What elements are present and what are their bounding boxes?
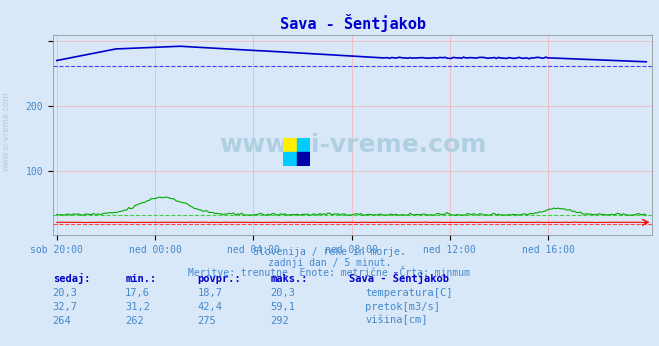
Text: 292: 292 (270, 316, 289, 326)
Text: povpr.:: povpr.: (198, 274, 241, 284)
Text: Slovenija / reke in morje.: Slovenija / reke in morje. (253, 247, 406, 257)
Text: 262: 262 (125, 316, 144, 326)
Bar (297, 138, 310, 152)
Text: 31,2: 31,2 (125, 302, 150, 312)
Text: 20,3: 20,3 (53, 288, 78, 298)
Text: višina[cm]: višina[cm] (365, 315, 428, 326)
Text: min.:: min.: (125, 274, 156, 284)
Text: 20,3: 20,3 (270, 288, 295, 298)
Text: 18,7: 18,7 (198, 288, 223, 298)
Text: www.si-vreme.com: www.si-vreme.com (2, 92, 11, 171)
Text: www.si-vreme.com: www.si-vreme.com (219, 133, 486, 157)
Text: sedaj:: sedaj: (53, 273, 90, 284)
Title: Sava - Šentjakob: Sava - Šentjakob (279, 14, 426, 32)
Text: Meritve: trenutne  Enote: metrične  Črta: minmum: Meritve: trenutne Enote: metrične Črta: … (188, 268, 471, 278)
Bar (283, 138, 297, 152)
Text: 17,6: 17,6 (125, 288, 150, 298)
Text: 42,4: 42,4 (198, 302, 223, 312)
Text: temperatura[C]: temperatura[C] (365, 288, 453, 298)
Text: pretok[m3/s]: pretok[m3/s] (365, 302, 440, 312)
Text: maks.:: maks.: (270, 274, 308, 284)
Text: Sava - Šentjakob: Sava - Šentjakob (349, 272, 449, 284)
Text: 264: 264 (53, 316, 71, 326)
Bar (283, 152, 297, 166)
Text: 32,7: 32,7 (53, 302, 78, 312)
Bar (297, 152, 310, 166)
Text: zadnji dan / 5 minut.: zadnji dan / 5 minut. (268, 258, 391, 268)
Text: 59,1: 59,1 (270, 302, 295, 312)
Text: 275: 275 (198, 316, 216, 326)
